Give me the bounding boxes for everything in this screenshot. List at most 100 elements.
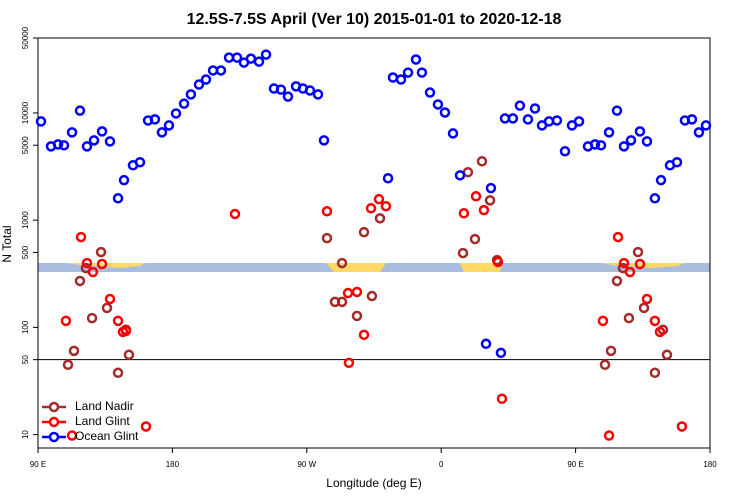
legend-label: Ocean Glint [75, 429, 139, 443]
x-tick-label: 180 [703, 460, 717, 469]
point [402, 67, 414, 78]
point [638, 302, 650, 314]
point [470, 191, 482, 202]
point [484, 195, 496, 206]
x-tick-label: 90 E [30, 460, 46, 469]
point [351, 310, 363, 322]
point [522, 114, 534, 125]
point [611, 105, 623, 116]
legend-label: Land Nadir [75, 399, 134, 413]
point [469, 233, 481, 245]
point [611, 275, 623, 287]
point [81, 141, 93, 152]
point [120, 325, 132, 337]
point [75, 231, 87, 243]
point [573, 116, 585, 127]
point [454, 170, 466, 181]
point [87, 266, 99, 278]
point [96, 258, 108, 270]
y-tick-label: 5000 [21, 136, 30, 154]
point [104, 293, 116, 305]
land-patch [460, 263, 502, 272]
point [140, 421, 152, 432]
point [163, 120, 175, 131]
point [200, 74, 212, 85]
point [351, 286, 363, 298]
point [618, 257, 630, 269]
y-tick-label: 50000 [21, 26, 30, 49]
point [618, 141, 630, 152]
point [492, 256, 504, 268]
point [58, 140, 70, 151]
point [321, 232, 333, 244]
point [229, 208, 241, 220]
legend-marker [48, 401, 60, 413]
point [318, 135, 330, 146]
x-tick-label: 90 E [567, 460, 583, 469]
y-tick-label: 100 [21, 320, 30, 334]
point [632, 246, 644, 258]
point [366, 290, 378, 302]
point [86, 312, 98, 324]
point [700, 120, 712, 131]
point [134, 156, 146, 168]
point [649, 367, 661, 379]
point [193, 79, 205, 90]
point [654, 326, 666, 338]
point [589, 139, 601, 150]
chart-title: 12.5S-7.5S April (Ver 10) 2015-01-01 to … [187, 11, 562, 28]
point [365, 203, 377, 214]
point [605, 345, 617, 357]
land-mask-band [38, 263, 710, 272]
point [641, 293, 653, 305]
point [358, 329, 370, 341]
x-tick-label: 90 W [297, 460, 316, 469]
point [649, 315, 661, 327]
y-tick-label: 1000 [21, 211, 30, 229]
point [223, 52, 235, 63]
point [68, 345, 80, 357]
point [676, 421, 688, 432]
point [178, 98, 190, 109]
point [625, 135, 637, 146]
point [62, 359, 74, 371]
point [623, 312, 635, 324]
y-tick-label: 10 [21, 430, 30, 439]
point [112, 315, 124, 327]
point [634, 126, 646, 137]
point [476, 156, 488, 167]
point [112, 367, 124, 379]
legend-label: Land Glint [75, 414, 130, 428]
point [458, 208, 470, 219]
point [156, 127, 168, 138]
point [410, 54, 422, 65]
point [118, 174, 130, 186]
point [343, 357, 355, 369]
point [123, 349, 135, 361]
point [373, 193, 385, 205]
series [35, 49, 712, 359]
point [612, 231, 624, 243]
point [185, 89, 197, 100]
point [336, 296, 348, 308]
point [395, 74, 407, 85]
point [432, 99, 444, 110]
point [52, 139, 64, 150]
point [507, 113, 519, 124]
point [416, 67, 428, 78]
point [485, 182, 497, 194]
point [81, 257, 93, 269]
y-axis-label: N Total [0, 225, 14, 262]
point [321, 206, 333, 217]
point [260, 49, 272, 60]
point [495, 347, 507, 359]
legend-marker [48, 431, 60, 443]
point [253, 56, 265, 67]
point [170, 108, 182, 119]
point [693, 127, 705, 138]
point [312, 89, 324, 100]
point [88, 135, 100, 146]
point [559, 146, 571, 157]
point [149, 114, 161, 125]
